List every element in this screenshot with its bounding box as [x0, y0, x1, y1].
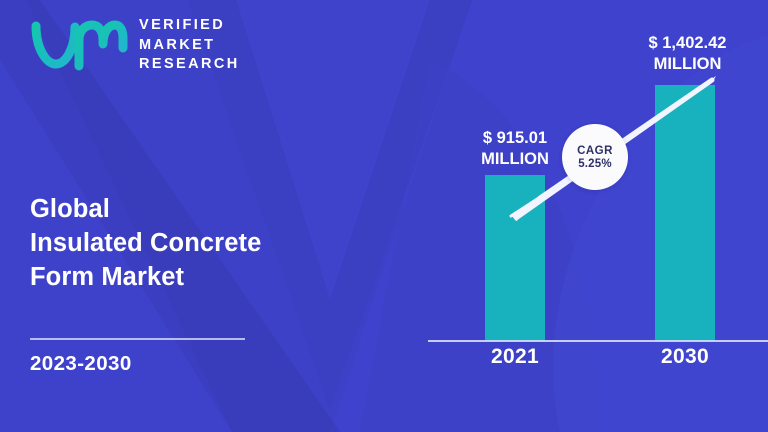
- title-line-3: Form Market: [30, 263, 185, 292]
- bar-value-unit-2030: MILLION: [653, 54, 722, 73]
- bar-value-amount-2030: $ 1,402.42: [648, 34, 727, 52]
- axis-tick-2030: 2030: [661, 345, 709, 368]
- cagr-badge: CAGR 5.25%: [562, 124, 628, 190]
- wordmark-line-3: RESEARCH: [139, 56, 240, 73]
- cagr-value: 5.25%: [578, 157, 612, 170]
- bar-value-amount-2021: $ 915.01: [482, 129, 548, 147]
- axis-tick-2021: 2021: [491, 345, 539, 368]
- bar-2030: [655, 85, 715, 341]
- chart-axis-line: [428, 340, 768, 342]
- bar-value-label-2021: $ 915.01 MILLION: [455, 128, 575, 170]
- title-line-2: Insulated Concrete: [30, 229, 262, 258]
- bar-value-unit-2021: MILLION: [481, 149, 549, 168]
- cagr-label: CAGR: [577, 144, 613, 157]
- title-line-1: Global: [30, 195, 110, 223]
- brand-logo: VERIFIED MARKET RESEARCH: [30, 14, 240, 74]
- report-title: Global Insulated Concrete Form Market: [30, 192, 360, 294]
- bar-value-label-2030: $ 1,402.42 MILLION: [625, 33, 750, 75]
- vmr-monogram-icon: [31, 20, 128, 71]
- bar-2021: [485, 175, 545, 341]
- title-divider: [30, 338, 245, 340]
- brand-wordmark: VERIFIED MARKET RESEARCH: [139, 14, 240, 74]
- wordmark-line-2: MARKET: [139, 36, 216, 53]
- wordmark-line-1: VERIFIED: [139, 17, 226, 33]
- forecast-period: 2023-2030: [30, 352, 132, 375]
